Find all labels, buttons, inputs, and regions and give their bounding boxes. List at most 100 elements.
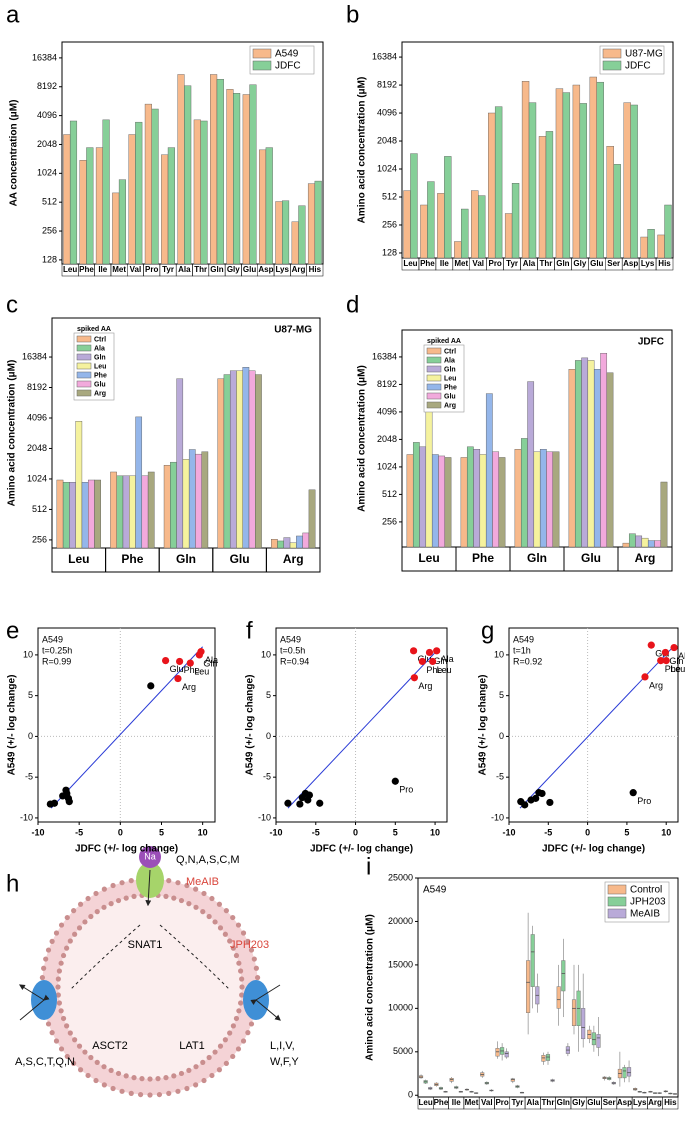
bead: [147, 1076, 153, 1082]
bead: [88, 1054, 94, 1061]
bar: [75, 421, 83, 549]
bead: [64, 914, 70, 921]
bar: [600, 352, 608, 548]
point-label: Pro: [637, 796, 651, 806]
bead: [222, 1037, 228, 1043]
point: [532, 794, 540, 802]
y-tick-label: 128: [42, 254, 57, 264]
bar: [460, 457, 468, 548]
x-tick-label: Met: [465, 1098, 479, 1107]
bead: [76, 1043, 83, 1049]
bead: [200, 909, 206, 915]
y-axis-label: Amino acid concentration (μM): [365, 914, 376, 1061]
x-tick-label: Gln: [527, 551, 547, 565]
legend-label: Phe: [94, 372, 107, 379]
x-tick-label: Arg: [648, 1098, 662, 1107]
y-tick-label: 15000: [388, 959, 413, 969]
bar: [233, 93, 241, 265]
bead: [239, 976, 245, 982]
bead: [123, 895, 129, 901]
bead: [156, 1091, 163, 1098]
bead: [58, 1008, 64, 1014]
box: [622, 1067, 627, 1079]
x-tick-label: Pro: [145, 265, 158, 274]
bead: [171, 1073, 177, 1079]
point: [391, 777, 399, 785]
bar: [498, 457, 506, 548]
bar: [533, 451, 541, 548]
point-label: Ala: [205, 655, 218, 665]
bead: [60, 952, 67, 959]
x-tick-label: Ala: [523, 259, 536, 268]
bar: [593, 369, 601, 548]
y-tick-label: 512: [382, 489, 397, 499]
x-tick-label: Phe: [121, 552, 143, 566]
point-label: Arg: [418, 681, 432, 691]
bar: [229, 370, 237, 549]
bead: [209, 895, 215, 902]
bead: [230, 914, 236, 921]
bar: [613, 164, 621, 259]
point-label: Arg: [182, 682, 196, 692]
bead: [53, 930, 60, 936]
bead: [115, 1070, 122, 1077]
bead: [239, 992, 245, 998]
bead: [67, 1030, 73, 1036]
x-tick-label: Lys: [275, 265, 289, 274]
bead: [101, 1082, 107, 1088]
label: L,I,V,: [270, 1040, 295, 1052]
legend-swatch: [76, 335, 92, 343]
bar: [647, 229, 655, 259]
box: [530, 934, 535, 987]
bar: [647, 540, 655, 548]
x-tick-label: Leu: [63, 265, 77, 274]
fit-line: [50, 646, 204, 809]
bar: [628, 533, 636, 548]
bead: [186, 1067, 192, 1073]
point: [410, 674, 418, 682]
x-tick-label: Gly: [572, 1098, 585, 1107]
bar: [291, 221, 299, 265]
bar: [444, 457, 452, 548]
x-tick-label: 5: [624, 827, 629, 837]
chart-label: A549: [423, 885, 447, 896]
bar: [587, 360, 595, 548]
legend-swatch: [426, 356, 442, 364]
point: [284, 799, 292, 807]
y-tick-label: 5: [266, 690, 271, 700]
bead: [193, 1064, 199, 1070]
bead: [55, 984, 61, 990]
label: SNAT1: [128, 939, 163, 951]
bead: [227, 1030, 233, 1036]
bar: [555, 88, 564, 259]
bead: [123, 1073, 129, 1079]
y-tick-label: 16384: [22, 351, 47, 361]
annotation: A549: [280, 634, 301, 644]
bar: [657, 234, 665, 259]
bead: [110, 882, 116, 889]
bead: [216, 901, 223, 907]
y-tick-label: 8192: [37, 81, 57, 91]
y-axis-label: A549 (+/- log change): [478, 675, 489, 776]
legend-swatch: [76, 362, 92, 370]
y-tick-label: 4096: [377, 107, 397, 117]
bar: [589, 76, 597, 259]
point: [521, 801, 529, 809]
annotation: R=0.94: [280, 656, 309, 666]
fit-line: [519, 647, 673, 809]
point-label: Gln: [669, 656, 683, 666]
bar: [193, 119, 201, 265]
bar: [94, 479, 101, 549]
y-tick-label: 25000: [388, 872, 413, 882]
bar: [242, 94, 250, 265]
bead: [184, 882, 190, 889]
bar: [572, 84, 581, 259]
point: [186, 659, 194, 667]
bead: [49, 938, 55, 944]
y-axis-label: A549 (+/- log change): [245, 675, 256, 776]
bar: [527, 381, 535, 548]
bead: [72, 931, 78, 937]
x-tick-label: 10: [661, 827, 671, 837]
bead: [223, 1060, 229, 1066]
x-tick-label: Arg: [635, 551, 656, 565]
